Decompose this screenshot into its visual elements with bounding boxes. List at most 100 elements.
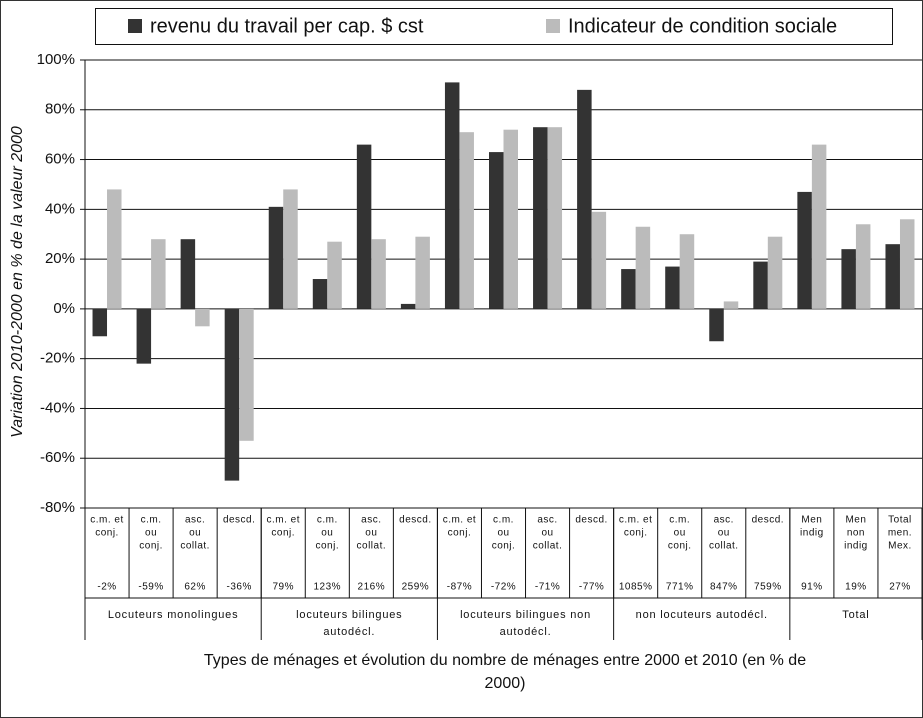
bar [635,226,651,309]
growth-label: 91% [801,582,823,593]
x-tick-label: Mex. [888,541,912,552]
bar [767,236,783,309]
bar [723,301,739,309]
x-tick-label: conj. [624,528,648,539]
x-tick-label: ou [718,528,730,539]
x-tick-label: Men [845,515,866,526]
bar [533,127,548,309]
x-tick-label: non [847,528,865,539]
bar [356,144,372,309]
x-tick-label: asc. [361,515,381,526]
legend-box [95,8,893,45]
growth-label: -72% [491,582,516,593]
x-tick-label: c.m. et [266,515,300,526]
bar [327,241,342,309]
x-tick-label: conj. [271,528,295,539]
x-tick-label: Men [801,515,822,526]
growth-label: 62% [184,582,206,593]
y-axis-title: Variation 2010-2000 en % de la valeur 20… [9,126,26,438]
growth-label: -36% [227,582,252,593]
bar [371,239,386,309]
group-label: locuteurs bilingues [296,609,402,621]
x-tick-label: collat. [709,541,739,552]
legend-swatch [128,19,142,33]
bar [180,239,196,309]
x-tick-label: c.m. [669,515,690,526]
group-label: non locuteurs autodécl. [636,609,768,621]
bar [811,144,827,309]
bar [239,308,254,441]
bar [444,82,460,309]
y-tick-label: -60% [40,449,75,466]
group-label: Total [842,609,869,621]
bar [489,152,504,309]
bar [797,191,812,309]
x-tick-label: ou [365,528,377,539]
bar [665,266,680,309]
y-tick-label: -40% [40,399,75,416]
growth-label: 79% [272,582,294,593]
bar [547,127,563,309]
bar [591,211,607,309]
x-tick-label: collat. [357,541,387,552]
x-tick-label: conj. [95,528,119,539]
x-tick-label: ou [674,528,686,539]
x-tick-label: collat. [533,541,563,552]
bar [885,244,900,309]
x-tick-label: ou [541,528,553,539]
x-tick-label: ou [189,528,201,539]
group-label: locuteurs bilingues non [460,609,591,621]
growth-label: -59% [138,582,163,593]
x-tick-label: collat. [180,541,210,552]
x-tick-label: indig [844,541,868,552]
growth-label: -71% [535,582,560,593]
bar [400,303,416,309]
y-tick-label: -20% [40,350,75,367]
x-tick-label: conj. [492,541,516,552]
bar [753,261,768,309]
growth-label: 259% [402,582,430,593]
x-tick-label: descd. [399,515,431,526]
x-tick-label: c.m. et [90,515,124,526]
growth-label: 847% [710,582,738,593]
x-tick-label: ou [497,528,509,539]
growth-label: 771% [666,582,694,593]
x-tick-label: asc. [714,515,734,526]
bar [283,189,298,309]
bar [107,189,122,309]
growth-label: -77% [579,582,604,593]
x-tick-label: indig [800,528,824,539]
growth-label: 27% [889,582,911,593]
x-axis-title: 2000) [485,675,526,692]
growth-label: 216% [358,582,386,593]
x-tick-label: conj. [448,528,472,539]
bar [679,234,695,309]
y-tick-label: -80% [40,499,75,516]
bar [415,236,430,309]
bar [899,219,915,309]
growth-label: -87% [447,582,472,593]
bar [136,308,152,364]
x-axis-title: Types de ménages et évolution du nombre … [204,652,806,669]
x-tick-label: asc. [537,515,557,526]
x-tick-label: ou [145,528,157,539]
group-label: autodécl. [500,626,552,638]
x-tick-label: Total [888,515,912,526]
x-tick-label: descd. [223,515,255,526]
bar [459,132,474,309]
growth-label: 123% [314,582,342,593]
y-tick-label: 80% [45,101,75,118]
bar [709,308,724,342]
x-tick-label: c.m. [493,515,514,526]
x-tick-label: descd. [575,515,607,526]
bar [224,308,240,481]
growth-label: 1085% [619,582,653,593]
y-tick-label: 20% [45,250,75,267]
bar [312,279,328,309]
x-tick-label: conj. [315,541,339,552]
growth-label: -2% [97,582,116,593]
x-tick-label: conj. [139,541,163,552]
bar [92,308,108,337]
x-tick-label: descd. [752,515,784,526]
x-tick-label: ou [321,528,333,539]
